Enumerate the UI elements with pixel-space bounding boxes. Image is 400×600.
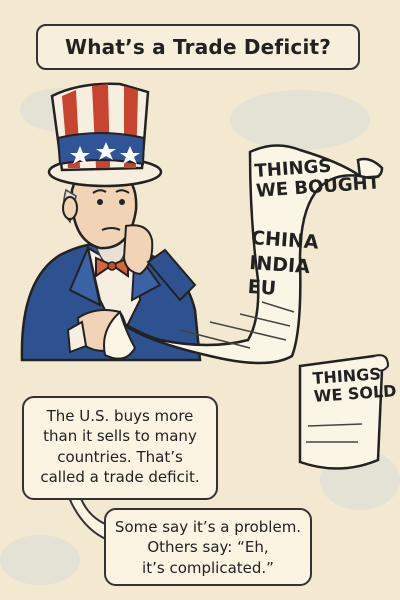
bubble-line: countries. That’s — [57, 447, 183, 466]
bubble-line: called a trade deficit. — [40, 467, 200, 486]
country-item: EU — [246, 276, 277, 301]
speech-bubble-explanation: The U.S. buys more than it sells to many… — [22, 396, 218, 500]
background-blotches — [0, 88, 400, 585]
bubble-line: The U.S. buys more — [46, 407, 194, 425]
country-list: CHINA INDIA EU — [247, 226, 320, 305]
top-hat-icon — [47, 82, 163, 188]
scroll-bought-title: THINGS WE BOUGHT — [254, 153, 381, 202]
speech-bubble-opinion: Some say it’s a problem. Others say: “Eh… — [104, 508, 312, 586]
page-title: What’s a Trade Deficit? — [36, 24, 360, 70]
bubble-line: Others say: “Eh, — [147, 538, 269, 557]
bubble-line: Some say it’s a problem. — [114, 518, 302, 536]
bubble-line: it’s complicated.” — [142, 558, 274, 577]
bubble-line: than it sells to many — [43, 427, 197, 446]
bowtie-icon — [95, 256, 129, 278]
scroll-bought — [117, 144, 384, 365]
scroll-sold-title: THINGS WE SOLD — [312, 364, 397, 405]
hand-on-chin — [122, 224, 154, 276]
